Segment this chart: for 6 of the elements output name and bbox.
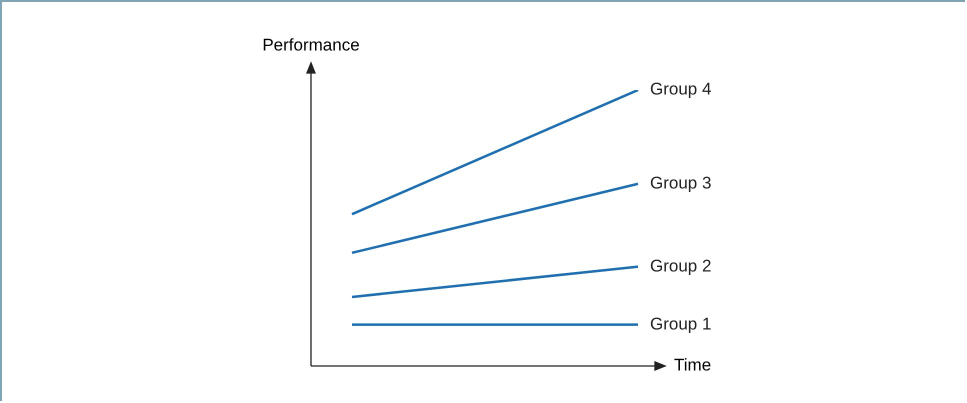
- series-label: Group 1: [650, 314, 712, 334]
- x-axis-title: Time: [674, 356, 712, 375]
- y-axis-title: Performance: [262, 36, 360, 55]
- series-label: Group 4: [650, 80, 712, 99]
- series-label: Group 2: [650, 256, 712, 276]
- series-label: Group 3: [650, 174, 712, 193]
